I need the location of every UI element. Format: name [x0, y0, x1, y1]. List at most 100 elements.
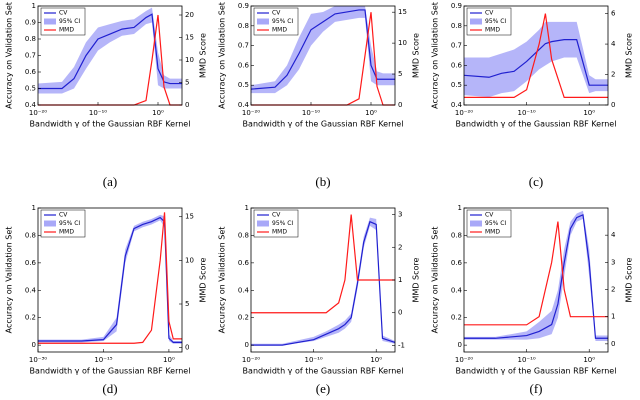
legend-swatch — [257, 18, 269, 25]
y2-tick-label: 0 — [185, 101, 189, 109]
y2-tick-label: 1 — [611, 313, 615, 321]
y-tick-label: 0.2 — [238, 314, 249, 322]
y2-axis-label: MMD Score — [412, 33, 421, 78]
y-tick-label: 0 — [245, 341, 249, 349]
y2-tick-label: 3 — [398, 211, 402, 219]
y-tick-label: 0.7 — [238, 42, 249, 50]
y-tick-label: 0.6 — [238, 259, 250, 267]
caption: (f) — [530, 381, 543, 396]
legend-swatch — [44, 18, 56, 25]
x-tick-label: 10⁰ — [163, 356, 175, 364]
x-tick-label: 10⁰ — [365, 109, 377, 117]
caption: (b) — [315, 174, 330, 189]
y-axis-label: Accuracy on Validation Set — [431, 227, 440, 334]
y2-tick-label: -1 — [398, 341, 405, 349]
y-tick-label: 0.6 — [238, 61, 250, 69]
legend-swatch — [470, 220, 482, 227]
y2-tick-label: 20 — [185, 11, 194, 19]
ci-band — [38, 7, 182, 94]
x-tick-label: 10⁰ — [583, 356, 595, 364]
y2-tick-label: 15 — [398, 8, 407, 16]
y-tick-label: 0.4 — [451, 101, 463, 109]
y-tick-label: 0.7 — [25, 52, 36, 60]
x-tick-label: 10⁻²⁰ — [29, 109, 47, 117]
x-axis-label: Bandwidth γ of the Gaussian RBF Kernel — [30, 367, 191, 376]
y2-tick-label: 0 — [185, 344, 189, 352]
y-tick-label: 1 — [458, 204, 462, 212]
x-axis-label: Bandwidth γ of the Gaussian RBF Kernel — [456, 120, 617, 129]
y2-tick-label: 0 — [398, 309, 402, 317]
legend-swatch — [470, 18, 482, 25]
y2-tick-label: 6 — [611, 10, 616, 18]
x-tick-label: 10⁻²⁰ — [242, 356, 260, 364]
x-tick-label: 10⁻³⁰ — [29, 356, 47, 364]
y2-tick-label: 10 — [185, 56, 194, 64]
legend-label: 95% CI — [59, 220, 80, 227]
caption: (c) — [529, 174, 543, 189]
y2-tick-label: 0 — [611, 340, 615, 348]
legend-label: CV — [59, 212, 68, 219]
x-tick-label: 10⁻¹⁰ — [89, 109, 107, 117]
y2-tick-label: 4 — [611, 40, 616, 48]
legend-label: MMD — [59, 229, 74, 236]
legend-label: MMD — [272, 229, 287, 236]
y-tick-label: 0.4 — [238, 101, 250, 109]
legend-label: 95% CI — [272, 18, 293, 25]
y-tick-label: 0.4 — [238, 286, 250, 294]
cv-line — [38, 216, 182, 343]
y2-axis-label: MMD Score — [199, 257, 208, 302]
x-tick-label: 10⁻¹⁰ — [517, 356, 535, 364]
legend-label: MMD — [485, 229, 500, 236]
mmd-line — [464, 221, 608, 326]
y-tick-label: 0.8 — [238, 22, 249, 30]
y-tick-label: 0.6 — [451, 61, 463, 69]
y-tick-label: 1 — [32, 204, 36, 212]
cv-line — [463, 39, 608, 86]
y2-tick-label: 0 — [611, 101, 615, 109]
x-tick-label: 10⁻¹⁰ — [302, 109, 320, 117]
y2-tick-label: 10 — [185, 256, 194, 264]
y-tick-label: 0.4 — [451, 286, 463, 294]
legend-label: CV — [485, 212, 494, 219]
y-tick-label: 0 — [458, 341, 462, 349]
x-tick-label: 10⁻²⁰ — [455, 109, 473, 117]
y-tick-label: 0.8 — [25, 35, 36, 43]
legend-label: 95% CI — [485, 220, 506, 227]
y2-tick-label: 2 — [611, 286, 615, 294]
y2-tick-label: 4 — [611, 231, 616, 239]
legend-label: 95% CI — [272, 220, 293, 227]
y-tick-label: 0.4 — [25, 101, 37, 109]
legend-label: MMD — [59, 27, 74, 34]
caption: (d) — [102, 381, 117, 396]
y-tick-label: 0 — [32, 341, 36, 349]
y-tick-label: 0.5 — [451, 81, 462, 89]
legend-label: 95% CI — [485, 18, 506, 25]
y-tick-label: 0.9 — [25, 19, 36, 27]
legend-label: MMD — [485, 27, 500, 34]
y-axis-label: Accuracy on Validation Set — [5, 227, 14, 334]
x-axis-label: Bandwidth γ of the Gaussian RBF Kernel — [243, 120, 404, 129]
legend-label: MMD — [272, 27, 287, 34]
x-tick-label: 10⁻¹⁰ — [304, 356, 322, 364]
legend-swatch — [44, 220, 56, 227]
y-tick-label: 0.5 — [25, 85, 36, 93]
y-tick-label: 0.8 — [451, 22, 462, 30]
y-tick-label: 1 — [32, 2, 36, 10]
x-tick-label: 10⁻²⁰ — [455, 356, 473, 364]
y-tick-label: 0.4 — [25, 286, 37, 294]
y2-axis-label: MMD Score — [625, 33, 634, 78]
y-axis-label: Accuracy on Validation Set — [218, 227, 227, 334]
mmd-line — [38, 212, 182, 344]
cv-line — [464, 213, 608, 339]
y2-tick-label: 2 — [611, 71, 615, 79]
y-tick-label: 0.9 — [238, 2, 249, 10]
x-tick-label: 10⁰ — [152, 109, 164, 117]
y2-axis-label: MMD Score — [625, 257, 634, 302]
y2-tick-label: 0 — [398, 101, 402, 109]
y-tick-label: 0.9 — [451, 2, 462, 10]
y-tick-label: 0.6 — [25, 259, 37, 267]
y2-tick-label: 2 — [398, 243, 402, 251]
legend-label: CV — [59, 10, 68, 17]
y-tick-label: 0.6 — [451, 259, 463, 267]
